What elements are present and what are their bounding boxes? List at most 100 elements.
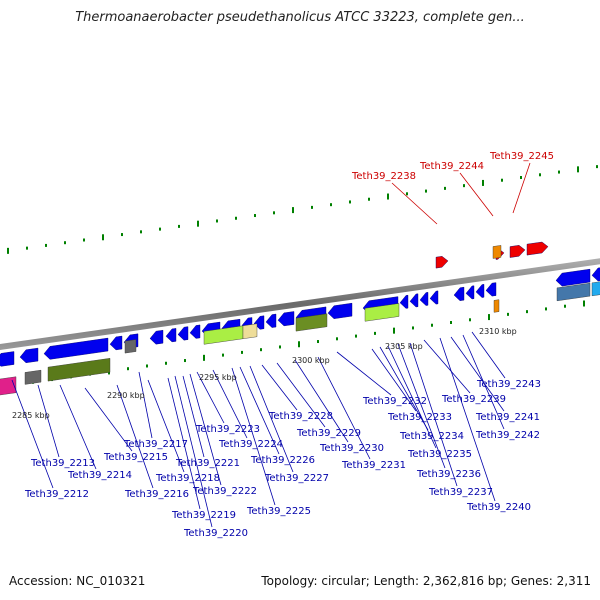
category-block — [47, 358, 111, 382]
gene-label: Teth39_2214 — [67, 470, 132, 481]
gene-label: Teth39_2212 — [24, 489, 89, 500]
leader-line — [439, 337, 496, 502]
category-block — [364, 303, 400, 322]
kbp-tick-label: 2290 kbp — [107, 391, 145, 400]
reverse-gene[interactable] — [409, 293, 419, 308]
reverse-gene[interactable] — [277, 311, 295, 327]
reverse-gene[interactable] — [475, 284, 485, 298]
gene-label: Teth39_2244 — [419, 161, 484, 172]
gene-label: Teth39_2228 — [268, 411, 333, 422]
gene-label: Teth39_2227 — [264, 473, 329, 484]
leader-line — [196, 371, 225, 424]
leader-line — [471, 331, 506, 379]
forward-gene[interactable] — [526, 241, 549, 256]
leader-line — [397, 343, 446, 469]
reverse-gene[interactable] — [453, 286, 465, 301]
leader-line — [450, 336, 505, 412]
gene-label: Teth39_2235 — [407, 449, 472, 460]
reverse-gene[interactable] — [177, 326, 189, 341]
gene-label: Teth39_2218 — [155, 473, 220, 484]
chromosome-backbone — [0, 258, 600, 350]
category-block — [295, 313, 328, 332]
leader-line — [423, 339, 471, 394]
reverse-gene[interactable] — [265, 313, 277, 328]
category-block — [124, 339, 137, 354]
gene-label: Teth39_2226 — [250, 455, 315, 466]
leader-line — [512, 162, 531, 214]
leader-line — [189, 373, 222, 486]
reverse-gene[interactable] — [555, 268, 591, 287]
forward-gene[interactable] — [509, 245, 526, 258]
forward-gene[interactable] — [435, 256, 449, 269]
gene-label: Teth39_2243 — [476, 379, 541, 390]
category-block — [24, 369, 42, 385]
reverse-gene[interactable] — [591, 267, 600, 282]
gene-label: Teth39_2217 — [123, 439, 188, 450]
kbp-tick-label: 2295 kbp — [199, 373, 237, 382]
leader-line — [59, 384, 97, 470]
gene-label: Teth39_2220 — [183, 528, 248, 539]
reverse-gene[interactable] — [149, 329, 164, 345]
leader-line — [336, 351, 392, 396]
gene-label: Teth39_2236 — [416, 469, 481, 480]
leader-line — [239, 366, 280, 455]
category-block — [591, 281, 600, 297]
feature-track[interactable] — [0, 241, 600, 396]
category-block — [493, 299, 500, 313]
leader-line — [379, 346, 429, 431]
kbp-tick-label: 2285 kbp — [12, 411, 50, 420]
category-block — [556, 282, 591, 302]
leader-line — [174, 375, 213, 528]
leader-line — [11, 379, 54, 489]
gene-label: Teth39_2224 — [218, 439, 283, 450]
gene-label: Teth39_2240 — [466, 502, 531, 513]
leader-line — [409, 342, 458, 487]
map-title: Thermoanaerobacter pseudethanolicus ATCC… — [75, 10, 525, 25]
reverse-gene[interactable] — [429, 290, 439, 305]
leader-line — [459, 172, 494, 217]
gene-label: Teth39_2234 — [399, 431, 464, 442]
leader-line — [294, 359, 349, 443]
leader-line — [37, 384, 60, 458]
gene-label: Teth39_2231 — [341, 460, 406, 471]
reverse-gene[interactable] — [109, 335, 123, 351]
reverse-gene[interactable] — [19, 347, 39, 363]
gene-label: Teth39_2229 — [296, 428, 361, 439]
leader-line — [462, 334, 505, 430]
backbone-band — [0, 258, 600, 350]
reverse-gene[interactable] — [419, 292, 429, 306]
gene-label: Teth39_2241 — [475, 412, 540, 423]
leader-line — [84, 387, 133, 452]
accession-label: Accession: NC_010321 — [9, 574, 146, 588]
kbp-tick-label: 2300 kbp — [292, 356, 330, 365]
gene-label: Teth39_2239 — [441, 394, 506, 405]
leader-line — [231, 367, 276, 506]
kbp-tick-label: 2310 kbp — [479, 327, 517, 336]
gene-label: Teth39_2230 — [319, 443, 384, 454]
gene-label: Teth39_2215 — [103, 452, 168, 463]
leader-line — [167, 377, 201, 510]
gene-label: Teth39_2216 — [124, 489, 189, 500]
reverse-gene[interactable] — [0, 351, 15, 367]
leader-line — [182, 375, 205, 458]
topology-label: Topology: circular; Length: 2,362,816 bp… — [261, 574, 591, 588]
leader-line — [317, 356, 371, 460]
reverse-gene[interactable] — [485, 282, 497, 297]
gene-label: Teth39_2232 — [362, 396, 427, 407]
reverse-gene[interactable] — [327, 302, 353, 319]
gene-label: Teth39_2233 — [387, 412, 452, 423]
leader-line — [147, 379, 185, 473]
reverse-gene[interactable] — [189, 324, 201, 339]
reverse-gene[interactable] — [43, 337, 109, 360]
leader-line — [249, 365, 294, 473]
gene-label: Teth39_2213 — [30, 458, 95, 469]
reverse-gene[interactable] — [165, 328, 177, 343]
gene-label: Teth39_2238 — [351, 171, 416, 182]
gene-label: Teth39_2237 — [428, 487, 493, 498]
reverse-gene[interactable] — [465, 285, 475, 300]
reverse-gene[interactable] — [399, 294, 409, 309]
gene-label: Teth39_2222 — [192, 486, 257, 497]
category-block — [242, 323, 258, 339]
category-block — [0, 376, 17, 396]
